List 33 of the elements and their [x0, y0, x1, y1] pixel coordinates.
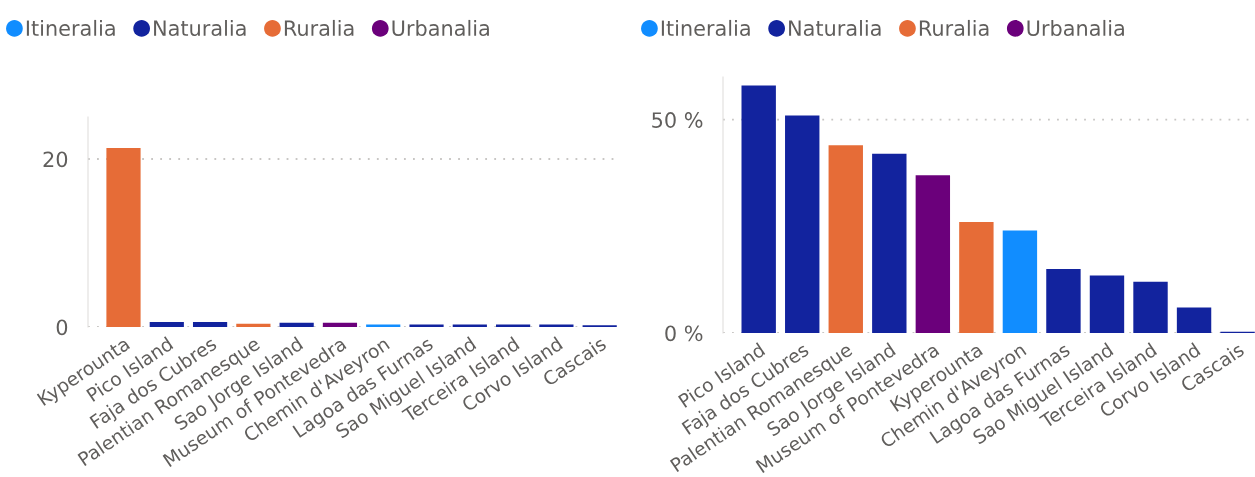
bar: [452, 324, 487, 327]
bar: [539, 324, 574, 327]
bar: [496, 324, 531, 327]
legend-label: Itineralia: [661, 19, 750, 37]
legend-label: Urbanalia: [392, 19, 489, 37]
bar: [366, 324, 401, 327]
bar: [1176, 307, 1212, 333]
bar: [1046, 269, 1081, 333]
legend-label: Itineralia: [26, 19, 115, 37]
y-tick-label: 0 %: [665, 325, 703, 342]
bar: [872, 153, 907, 333]
bar: [1133, 281, 1168, 333]
bar: [828, 145, 863, 333]
bar: [741, 85, 776, 333]
bar: [1002, 230, 1038, 333]
y-tick-label: 0: [56, 319, 68, 336]
legend-label: Ruralia: [284, 19, 354, 37]
bar: [149, 321, 184, 327]
y-tick-label: 20: [43, 151, 68, 168]
y-tick-label: 50 %: [652, 112, 703, 128]
bar: [106, 148, 141, 327]
bar: [959, 222, 994, 333]
bar: [279, 322, 314, 327]
bar: [322, 322, 358, 327]
bar: [192, 321, 228, 327]
legend-label: Urbanalia: [1027, 19, 1124, 37]
bar: [915, 175, 951, 333]
bar: [409, 324, 444, 327]
legend-label: Naturalia: [154, 19, 246, 37]
legend-label: Naturalia: [789, 19, 881, 37]
bar: [785, 115, 820, 333]
legend-label: Ruralia: [919, 19, 989, 37]
bar: [1089, 275, 1125, 333]
